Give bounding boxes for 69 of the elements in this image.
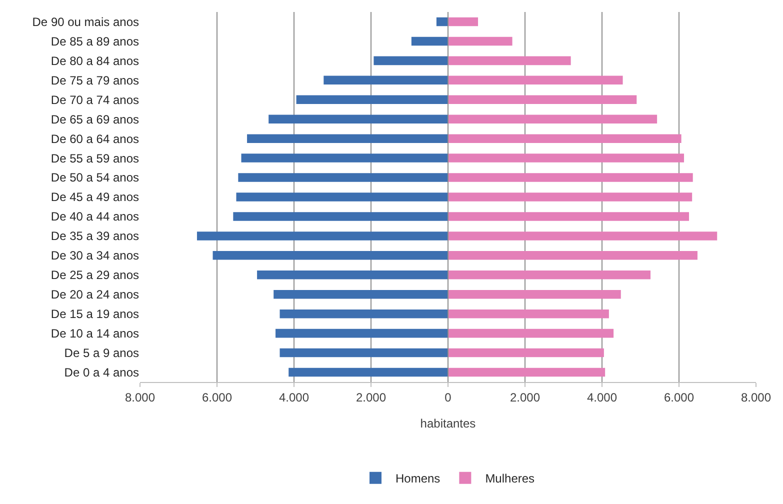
bar bbox=[288, 368, 448, 377]
y-tick-label: De 70 a 74 anos bbox=[50, 92, 139, 107]
bar bbox=[411, 36, 448, 46]
bar bbox=[448, 17, 478, 26]
y-tick-label: De 75 a 79 anos bbox=[50, 73, 139, 88]
bar bbox=[448, 232, 718, 240]
bar bbox=[276, 328, 448, 338]
bar bbox=[238, 173, 448, 182]
x-tick-label: 4.000 bbox=[586, 390, 618, 404]
y-tick-label: De 25 a 29 anos bbox=[50, 268, 139, 282]
y-tick-label: De 35 a 39 anos bbox=[50, 229, 139, 244]
bar bbox=[236, 192, 448, 202]
x-tick-label: 8.000 bbox=[740, 390, 772, 404]
bar bbox=[448, 328, 614, 338]
bar bbox=[257, 270, 448, 280]
y-tick-label: De 5 a 9 anos bbox=[64, 346, 139, 360]
bar bbox=[448, 56, 571, 66]
bar bbox=[448, 348, 604, 358]
bar bbox=[448, 309, 609, 318]
bar bbox=[448, 251, 698, 260]
legend-label: Mulheres bbox=[485, 472, 535, 486]
bar bbox=[448, 192, 692, 202]
bar bbox=[374, 56, 448, 66]
bar bbox=[448, 290, 621, 299]
y-tick-label: De 80 a 84 anos bbox=[50, 54, 139, 68]
bar bbox=[296, 95, 448, 104]
y-tick-label: De 85 a 89 anos bbox=[50, 34, 139, 48]
y-tick-label: De 30 a 34 anos bbox=[50, 248, 139, 263]
y-tick-label: De 20 a 24 anos bbox=[50, 288, 139, 302]
bar bbox=[436, 17, 448, 26]
y-tick-label: De 10 a 14 anos bbox=[50, 326, 139, 341]
legend-label: Homens bbox=[396, 472, 440, 486]
y-tick-label: De 60 a 64 anos bbox=[50, 132, 139, 146]
bar bbox=[196, 232, 448, 240]
y-tick-label: De 55 a 59 anos bbox=[50, 151, 139, 166]
bar bbox=[247, 134, 448, 143]
y-tick-label: De 15 a 19 anos bbox=[50, 307, 139, 322]
x-tick-label: 6.000 bbox=[664, 390, 694, 404]
x-axis-title: habitantes bbox=[420, 416, 476, 430]
bar bbox=[448, 76, 623, 85]
x-tick-label: 0 bbox=[444, 390, 452, 404]
bar bbox=[448, 134, 682, 143]
x-tick-label: 6.000 bbox=[202, 390, 232, 404]
y-tick-label: De 45 a 49 anos bbox=[50, 190, 139, 204]
bar bbox=[448, 368, 606, 377]
y-tick-label: De 50 a 54 anos bbox=[50, 170, 139, 185]
bar bbox=[448, 270, 651, 280]
bar bbox=[448, 36, 512, 46]
y-tick-label: De 40 a 44 anos bbox=[50, 210, 139, 224]
bar bbox=[280, 309, 448, 318]
bar bbox=[212, 251, 448, 260]
bar bbox=[280, 348, 448, 358]
bar bbox=[448, 154, 684, 162]
bar bbox=[324, 76, 448, 85]
x-tick-label: 8.000 bbox=[124, 390, 156, 404]
bar bbox=[448, 173, 693, 182]
bar bbox=[233, 212, 448, 221]
y-tick-label: De 90 ou mais anos bbox=[32, 14, 139, 29]
bar bbox=[448, 95, 637, 104]
x-tick-label: 2.000 bbox=[356, 390, 386, 404]
bar bbox=[274, 290, 448, 299]
bar bbox=[241, 154, 448, 162]
bar bbox=[268, 114, 448, 124]
bar bbox=[448, 114, 658, 124]
x-tick-label: 2.000 bbox=[510, 390, 540, 404]
y-tick-label: De 0 a 4 anos bbox=[64, 365, 139, 380]
y-tick-label: De 65 a 69 anos bbox=[50, 112, 139, 126]
x-tick-label: 4.000 bbox=[278, 390, 310, 404]
bar bbox=[448, 212, 690, 221]
